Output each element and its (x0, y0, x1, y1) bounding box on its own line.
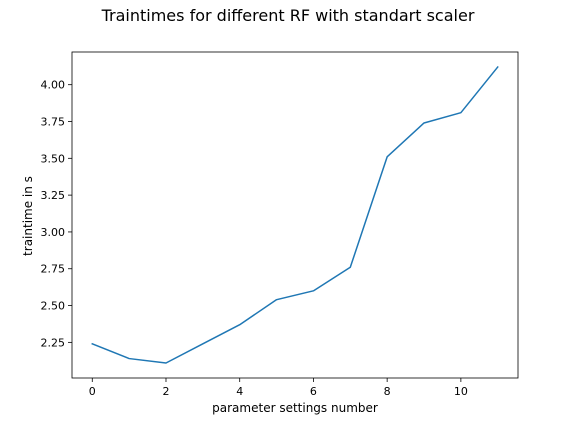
y-tick-label: 3.75 (41, 115, 66, 128)
x-tick-label: 8 (384, 385, 391, 398)
y-tick-label: 2.25 (41, 336, 66, 349)
x-tick-label: 2 (162, 385, 169, 398)
y-tick-label: 3.00 (41, 226, 66, 239)
x-axis-label: parameter settings number (212, 401, 378, 415)
x-tick-label: 6 (310, 385, 317, 398)
y-tick-label: 2.50 (41, 300, 66, 313)
x-tick-label: 0 (89, 385, 96, 398)
y-tick-label: 3.50 (41, 152, 66, 165)
y-tick-label: 2.75 (41, 263, 66, 276)
chart-title: Traintimes for different RF with standar… (101, 6, 475, 25)
y-tick-label: 4.00 (41, 79, 66, 92)
x-tick-label: 4 (236, 385, 243, 398)
y-axis-label: traintime in s (21, 176, 35, 256)
x-tick-label: 10 (454, 385, 468, 398)
y-tick-label: 3.25 (41, 189, 66, 202)
